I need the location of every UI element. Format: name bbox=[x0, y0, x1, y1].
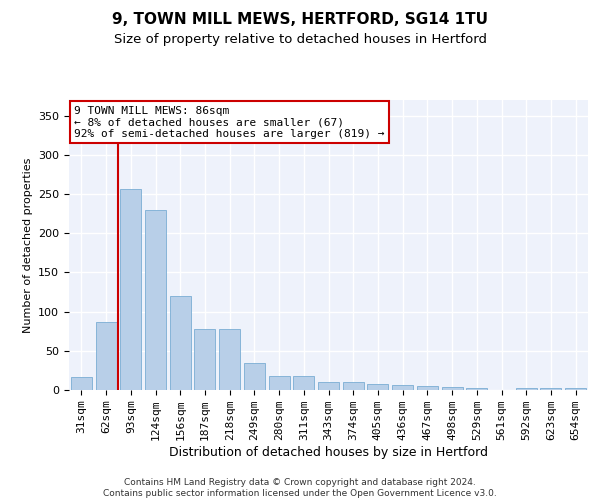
Bar bbox=[367, 384, 388, 390]
Bar bbox=[71, 376, 92, 390]
X-axis label: Distribution of detached houses by size in Hertford: Distribution of detached houses by size … bbox=[169, 446, 488, 459]
Bar bbox=[95, 322, 116, 390]
Bar bbox=[318, 382, 339, 390]
Y-axis label: Number of detached properties: Number of detached properties bbox=[23, 158, 32, 332]
Bar bbox=[541, 388, 562, 390]
Bar bbox=[145, 210, 166, 390]
Bar bbox=[194, 329, 215, 390]
Bar bbox=[565, 388, 586, 390]
Bar bbox=[170, 296, 191, 390]
Bar bbox=[392, 384, 413, 390]
Bar bbox=[417, 386, 438, 390]
Bar bbox=[120, 188, 141, 390]
Bar bbox=[343, 382, 364, 390]
Bar bbox=[516, 388, 537, 390]
Bar bbox=[293, 376, 314, 390]
Bar bbox=[219, 329, 240, 390]
Bar bbox=[244, 362, 265, 390]
Bar bbox=[466, 388, 487, 390]
Text: 9 TOWN MILL MEWS: 86sqm
← 8% of detached houses are smaller (67)
92% of semi-det: 9 TOWN MILL MEWS: 86sqm ← 8% of detached… bbox=[74, 106, 385, 139]
Bar bbox=[442, 387, 463, 390]
Text: Contains HM Land Registry data © Crown copyright and database right 2024.
Contai: Contains HM Land Registry data © Crown c… bbox=[103, 478, 497, 498]
Text: 9, TOWN MILL MEWS, HERTFORD, SG14 1TU: 9, TOWN MILL MEWS, HERTFORD, SG14 1TU bbox=[112, 12, 488, 28]
Text: Size of property relative to detached houses in Hertford: Size of property relative to detached ho… bbox=[113, 32, 487, 46]
Bar bbox=[269, 376, 290, 390]
